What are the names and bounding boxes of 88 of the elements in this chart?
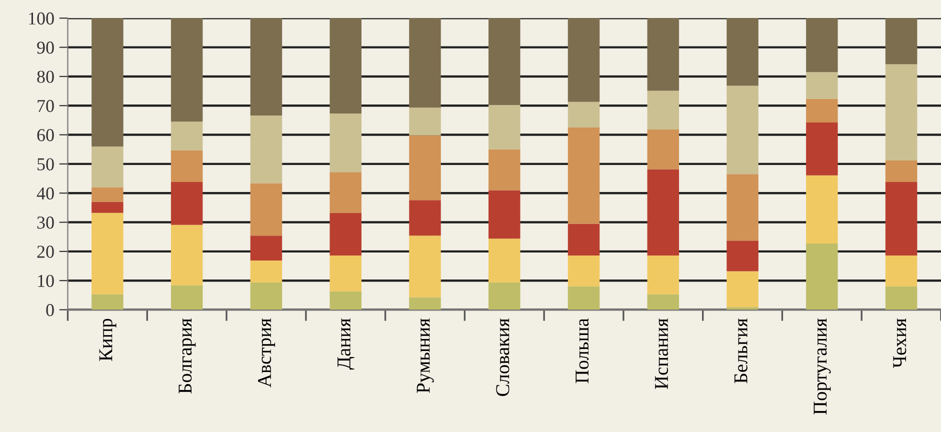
bar [647,169,680,256]
bar [647,90,680,130]
bar [250,282,282,310]
bar [409,200,441,236]
bar [92,202,124,213]
x-tick-label: Кипр [99,318,116,362]
x-tick-label: Португалия [814,318,831,415]
x-tick-label: Болгария [178,318,196,394]
bar [488,282,520,310]
y-tick-label: 90 [37,42,54,54]
bar [885,286,918,310]
bar [568,224,600,256]
bar [409,135,441,200]
bar [568,256,600,286]
x-tick-label: Чехия [893,318,906,368]
bar [488,104,520,150]
bar [885,160,918,182]
bar [885,256,918,286]
bar [250,116,282,184]
bar [330,172,362,213]
bar [409,108,441,136]
bar [806,244,838,310]
bar [885,18,918,64]
bar [647,18,680,91]
bar [726,86,758,174]
bar [250,236,282,260]
y-tick-label: 60 [37,129,54,142]
bar [647,130,680,170]
y-tick-label: 40 [36,187,54,200]
x-tick-label: Словакия [496,318,510,396]
bar [170,224,203,286]
x-tick-label: Испания [655,318,668,389]
bar [92,294,124,310]
bar [92,187,124,202]
bar [726,18,758,86]
bar [250,183,282,236]
bar [568,127,600,224]
bar [647,294,680,310]
bar [806,18,838,72]
y-tick-label: 0 [46,304,54,316]
y-tick-label: 20 [37,246,54,258]
bar [170,122,203,151]
bar [488,238,520,282]
bar [330,291,362,310]
bar [726,174,758,241]
bar [92,18,124,146]
bar [330,18,362,114]
y-tick-label: 30 [37,216,54,229]
bar [647,256,680,294]
x-tick-label: Австрия [258,318,276,388]
y-tick-label: 100 [29,12,54,25]
bar [250,260,282,282]
bar [726,307,758,310]
bar [806,98,838,123]
bar [92,212,124,294]
y-tick-label: 80 [37,70,54,83]
x-tick-label: Польша [576,318,589,384]
bar [330,113,362,172]
bar [726,240,758,272]
bar [170,150,203,182]
bar [330,212,362,256]
bar [170,182,203,225]
bar [488,18,520,105]
bar [250,18,282,116]
bar [806,72,838,99]
bar [488,149,520,190]
bar [806,175,838,244]
bar [488,190,520,239]
y-tick-label: 10 [38,274,54,288]
y-tick-label: 70 [38,100,54,112]
bar [409,236,441,298]
bar [726,271,758,308]
y-tick-label: 50 [38,158,54,170]
bar [330,256,362,292]
bar [409,297,441,310]
bar [409,18,441,108]
bar [885,64,918,160]
bar [568,286,600,310]
bar [806,122,838,176]
x-tick-label: Дания [338,318,354,370]
bar [170,18,203,122]
x-tick-label: Бельгия [734,318,748,384]
bar [92,146,124,188]
bar [568,18,600,102]
bar [170,285,203,310]
bar [568,102,600,128]
x-tick-label: Румыния [416,318,434,393]
bar [885,182,918,256]
